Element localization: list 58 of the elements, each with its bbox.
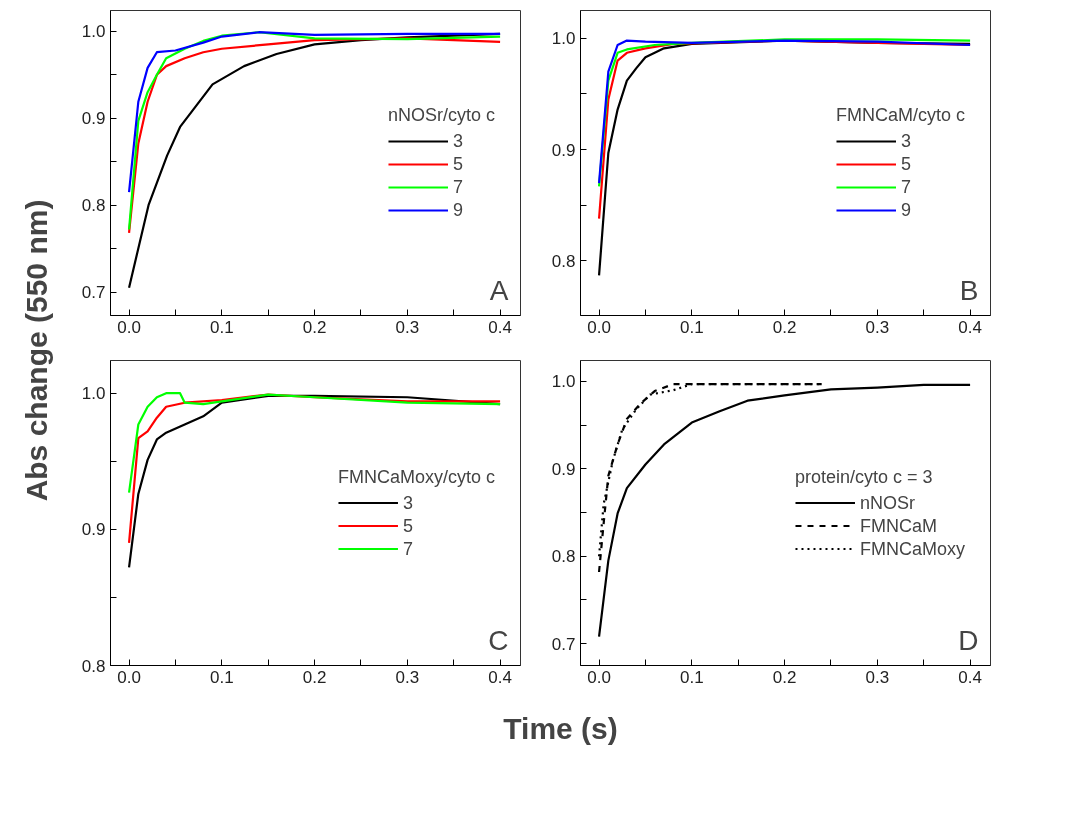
x-tick-label: 0.1 (210, 667, 234, 687)
x-tick-label: 0.1 (680, 317, 704, 337)
y-tick-label: 0.9 (551, 459, 576, 479)
x-tick-label: 0.4 (958, 317, 982, 337)
annotation: D (958, 624, 979, 656)
annotation: A (489, 274, 509, 306)
legend-label: FMNCaM (859, 515, 937, 536)
legend-label: 9 (452, 199, 464, 221)
x-tick-label: 0.3 (865, 667, 890, 687)
legend-label: 5 (452, 153, 464, 175)
x-tick-label: 0.0 (587, 667, 611, 687)
legend-label: 3 (402, 492, 414, 513)
y-tick-label: 0.9 (81, 109, 106, 129)
legend-label: 7 (402, 538, 414, 559)
annotation: B (959, 274, 979, 306)
x-tick-label: 0.1 (210, 317, 234, 337)
x-tick-label: 0.2 (772, 667, 797, 687)
y-tick-label: 0.8 (551, 251, 576, 271)
legend-label: 5 (900, 153, 912, 175)
legend-title: FMNCaMoxy/cyto c (337, 466, 495, 487)
y-tick-label: 1.0 (81, 22, 106, 42)
legend-label: 3 (900, 130, 912, 152)
legend-label: 5 (402, 515, 414, 536)
x-tick-label: 0.4 (958, 667, 982, 687)
y-tick-label: 0.9 (551, 140, 576, 160)
y-axis-title: Abs change (550 nm) (20, 199, 53, 502)
y-tick-label: 0.9 (81, 520, 106, 540)
x-tick-label: 0.3 (865, 317, 890, 337)
x-tick-label: 0.2 (302, 317, 327, 337)
legend-label: 3 (452, 130, 464, 152)
x-tick-label: 0.4 (488, 317, 512, 337)
annotation: C (488, 624, 509, 656)
y-tick-label: 0.8 (81, 656, 106, 676)
legend-title: FMNCaM/cyto c (835, 104, 965, 126)
legend-title: protein/cyto c = 3 (794, 466, 934, 487)
y-tick-label: 0.7 (551, 634, 576, 654)
legend-label: 9 (900, 199, 912, 221)
y-tick-label: 1.0 (551, 372, 576, 392)
legend-label: FMNCaMoxy (859, 538, 965, 559)
y-tick-label: 0.7 (81, 283, 106, 303)
y-tick-label: 1.0 (81, 384, 106, 404)
y-tick-label: 0.8 (551, 547, 576, 567)
x-axis-title: Time (s) (503, 711, 618, 745)
x-tick-label: 0.2 (772, 317, 797, 337)
x-tick-label: 0.1 (680, 667, 704, 687)
x-tick-label: 0.4 (488, 667, 512, 687)
x-tick-label: 0.3 (395, 667, 420, 687)
x-tick-label: 0.2 (302, 667, 327, 687)
x-tick-label: 0.0 (117, 667, 141, 687)
legend-title: nNOSr/cyto c (387, 104, 495, 126)
y-tick-label: 0.8 (81, 196, 106, 216)
x-tick-label: 0.0 (587, 317, 611, 337)
legend-label: nNOSr (859, 492, 915, 513)
x-tick-label: 0.0 (117, 317, 141, 337)
y-tick-label: 1.0 (551, 29, 576, 49)
legend-label: 7 (452, 176, 464, 198)
legend-label: 7 (900, 176, 912, 198)
x-tick-label: 0.3 (395, 317, 420, 337)
